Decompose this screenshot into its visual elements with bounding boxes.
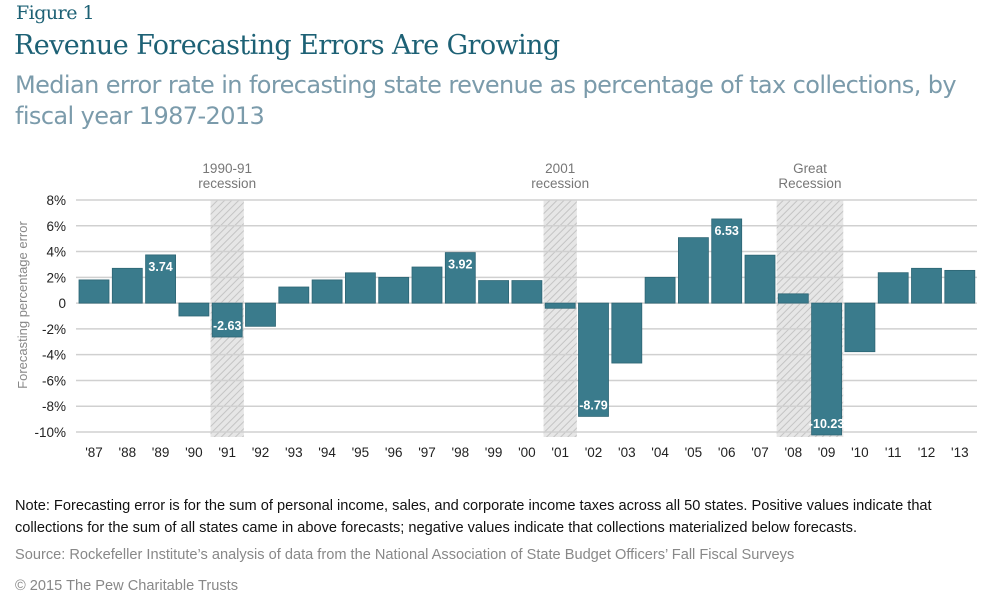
bar-88 (111, 267, 143, 304)
bar-02 (578, 302, 609, 417)
x-tick-label: '95 (352, 445, 370, 460)
bar-06 (711, 218, 743, 304)
y-tick-label: 6% (46, 219, 66, 234)
data-label: -8.79 (579, 398, 608, 412)
x-tick-label: '13 (951, 445, 969, 460)
bar-99 (478, 280, 510, 304)
x-tick-label: '12 (918, 445, 936, 460)
bar-98 (444, 252, 476, 304)
data-label: 6.53 (715, 224, 739, 238)
x-tick-label: '87 (85, 445, 103, 460)
recession-label: 1990-91 (202, 161, 252, 176)
x-tick-label: '97 (418, 445, 436, 460)
bar-91 (211, 302, 243, 338)
x-tick-label: '90 (185, 445, 203, 460)
recession-label: Great (793, 161, 827, 176)
data-label: 3.92 (448, 258, 472, 272)
bar-00 (511, 280, 543, 304)
data-label: 3.74 (148, 260, 172, 274)
y-tick-label: 8% (46, 193, 66, 208)
x-tick-label: '08 (785, 445, 803, 460)
chart-source: Source: Rockefeller Institute’s analysis… (15, 547, 795, 563)
x-tick-label: '89 (152, 445, 170, 460)
y-tick-label: 0 (58, 296, 66, 311)
data-label: -10.23 (809, 417, 844, 431)
x-tick-label: '99 (485, 445, 503, 460)
y-tick-label: 2% (46, 270, 66, 285)
recession-shade (543, 200, 577, 437)
x-tick-label: '09 (818, 445, 836, 460)
bar-10 (844, 302, 876, 353)
x-tick-label: '04 (651, 445, 669, 460)
recession-label: Recession (778, 176, 841, 191)
bar-92 (245, 302, 276, 327)
bar-13 (944, 269, 976, 304)
bar-11 (877, 272, 909, 304)
x-tick-label: '88 (119, 445, 137, 460)
bar-93 (278, 286, 310, 304)
bar-95 (344, 272, 376, 304)
x-tick-label: '94 (318, 445, 336, 460)
chart-note: Note: Forecasting error is for the sum o… (15, 498, 932, 536)
copyright: © 2015 The Pew Charitable Trusts (15, 578, 239, 594)
x-tick-label: '93 (285, 445, 303, 460)
recession-label: recession (531, 176, 589, 191)
bar-90 (178, 302, 210, 317)
y-tick-label: -4% (42, 348, 66, 363)
bar-12 (911, 267, 942, 304)
chart-subtitle: Median error rate in forecasting state r… (15, 71, 957, 130)
bar-87 (78, 279, 110, 304)
chart-title: Revenue Forecasting Errors Are Growing (14, 30, 560, 61)
x-tick-label: '03 (618, 445, 636, 460)
bar-09 (811, 302, 842, 436)
x-tick-label: '02 (585, 445, 603, 460)
y-tick-label: -2% (42, 322, 66, 337)
bar-08 (777, 293, 809, 304)
bar-07 (744, 254, 776, 304)
x-tick-label: '06 (718, 445, 736, 460)
x-tick-label: '91 (218, 445, 236, 460)
bar-89 (145, 254, 177, 304)
recession-label: recession (198, 176, 256, 191)
bar-94 (311, 279, 343, 304)
y-tick-label: 4% (46, 245, 66, 260)
x-tick-label: '01 (551, 445, 569, 460)
y-axis-label: Forecasting percentage error (15, 221, 30, 389)
x-tick-label: '98 (452, 445, 470, 460)
x-tick-label: '10 (851, 445, 869, 460)
figure-label: Figure 1 (16, 2, 95, 24)
bar-96 (378, 276, 410, 304)
x-tick-label: '11 (885, 445, 902, 460)
x-tick-label: '92 (252, 445, 270, 460)
data-label: -2.63 (213, 319, 242, 333)
x-tick-label: '00 (518, 445, 536, 460)
y-tick-label: -10% (34, 425, 66, 440)
bar-03 (611, 302, 643, 364)
x-tick-label: '07 (751, 445, 769, 460)
bar-04 (644, 276, 676, 304)
y-tick-label: -8% (42, 399, 66, 414)
x-tick-label: '05 (685, 445, 703, 460)
x-tick-label: '96 (385, 445, 403, 460)
bar-97 (411, 266, 443, 304)
recession-label: 2001 (545, 161, 575, 176)
bar-05 (678, 237, 709, 304)
bar-01 (544, 302, 576, 309)
y-tick-label: -6% (42, 373, 66, 388)
